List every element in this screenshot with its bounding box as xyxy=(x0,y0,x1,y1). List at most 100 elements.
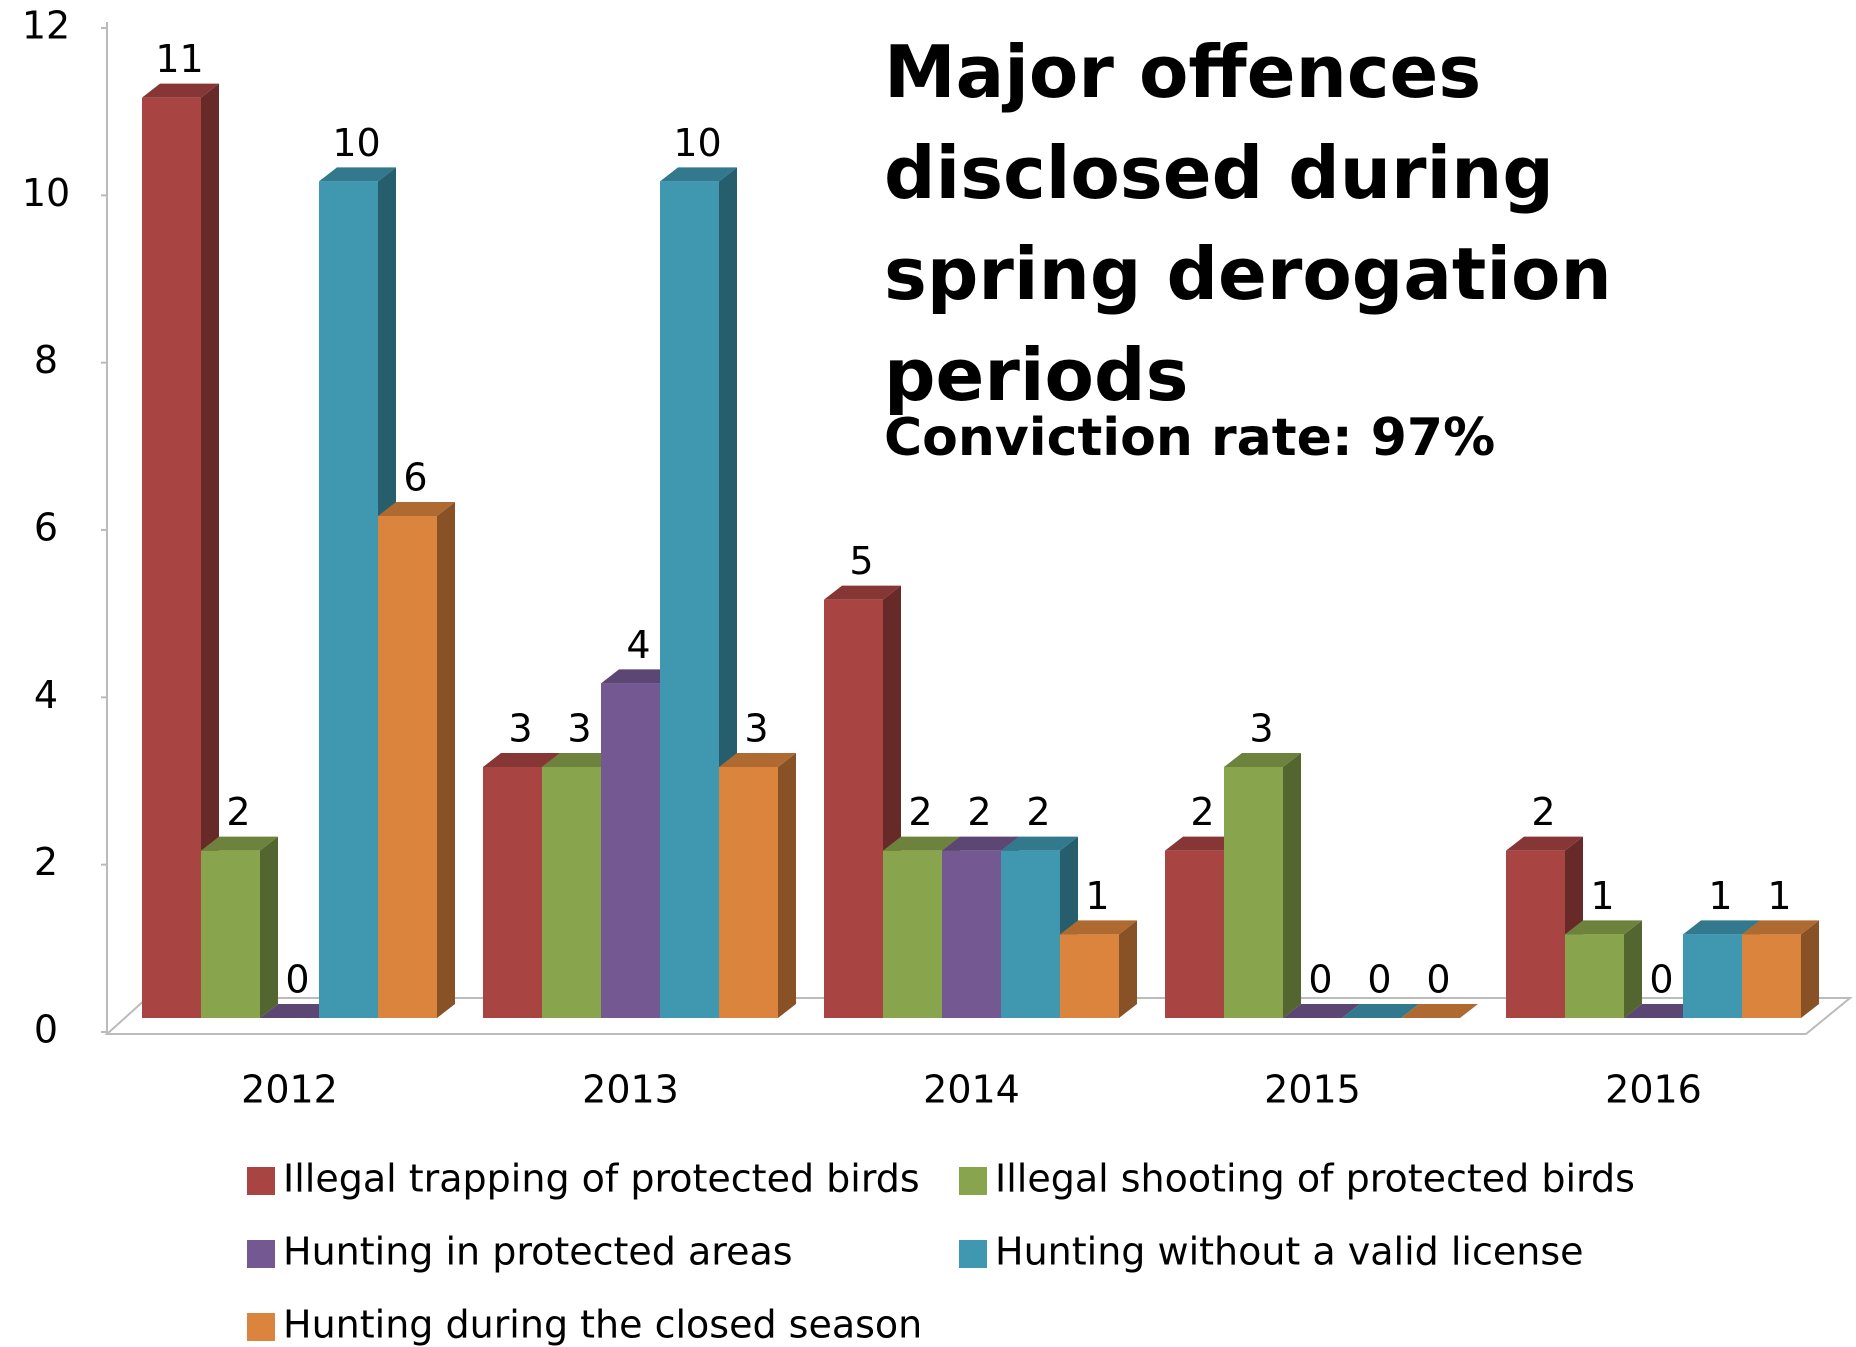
data-label: 3 xyxy=(508,707,532,751)
bar-side xyxy=(201,83,219,1018)
bar-top xyxy=(378,502,455,516)
bar-front xyxy=(1683,934,1742,1018)
x-tick-label: 2016 xyxy=(1605,1068,1702,1112)
bar-side xyxy=(260,836,278,1018)
data-label: 10 xyxy=(332,121,380,165)
bar-front xyxy=(883,850,942,1018)
bar xyxy=(378,502,455,1018)
bar-top xyxy=(824,585,901,600)
bar-side xyxy=(437,502,455,1018)
x-tick-label: 2013 xyxy=(582,1068,679,1112)
bar-front xyxy=(319,181,378,1019)
y-tick-label: 12 xyxy=(22,4,70,48)
floor xyxy=(104,997,1853,1035)
bar-front xyxy=(1224,767,1283,1018)
bar-side xyxy=(1801,920,1819,1018)
data-label: 2 xyxy=(967,790,991,834)
y-tick-label: 8 xyxy=(34,338,58,382)
bar xyxy=(1401,1004,1478,1018)
bar-top xyxy=(1342,1004,1419,1018)
bar xyxy=(1342,1004,1419,1018)
bar-top xyxy=(1506,836,1583,851)
data-label: 4 xyxy=(626,623,650,667)
bar-top xyxy=(201,836,278,851)
bar-top xyxy=(719,753,796,767)
bar xyxy=(201,836,278,1018)
x-tick-label: 2014 xyxy=(923,1068,1020,1112)
bar-top xyxy=(1683,920,1760,935)
legend-label: Hunting without a valid license xyxy=(995,1230,1584,1274)
bar-top xyxy=(1742,920,1819,935)
bar-front xyxy=(1001,850,1060,1018)
bar xyxy=(1624,1004,1701,1018)
chart-title: Major offences disclosed during spring d… xyxy=(884,30,1612,417)
data-label: 3 xyxy=(1249,707,1273,751)
bar-top xyxy=(1165,836,1242,851)
bar-top xyxy=(1401,1004,1478,1018)
bar-front xyxy=(660,181,719,1019)
bar xyxy=(1565,920,1642,1018)
bar-top xyxy=(660,167,737,182)
bar-top xyxy=(542,753,619,767)
data-label: 0 xyxy=(1649,958,1673,1002)
data-label: 2 xyxy=(1531,790,1555,834)
data-label: 5 xyxy=(849,539,873,583)
bar xyxy=(1283,1004,1360,1018)
y-tick-label: 6 xyxy=(34,506,58,550)
bar-top xyxy=(1624,1004,1701,1018)
y-tick-label: 2 xyxy=(34,840,58,884)
data-label: 3 xyxy=(744,707,768,751)
legend-swatch xyxy=(959,1240,987,1268)
data-label: 6 xyxy=(403,456,427,500)
bar xyxy=(1060,920,1137,1018)
bar-front xyxy=(142,97,201,1018)
bar-side xyxy=(1119,920,1137,1018)
bar-front xyxy=(1165,850,1224,1018)
bar-top xyxy=(601,669,678,684)
data-label: 2 xyxy=(1026,790,1050,834)
bar-top xyxy=(319,167,396,182)
legend-label: Illegal trapping of protected birds xyxy=(283,1157,920,1201)
bar-front xyxy=(378,516,437,1018)
bar xyxy=(142,83,219,1018)
legend-swatch xyxy=(247,1313,275,1341)
legend-label: Hunting in protected areas xyxy=(283,1230,793,1274)
bar-top xyxy=(942,836,1019,851)
data-label: 0 xyxy=(1426,958,1450,1002)
bar-front xyxy=(542,767,601,1018)
bar-front xyxy=(719,767,778,1018)
y-tick-label: 4 xyxy=(34,673,58,717)
bar-top xyxy=(1001,836,1078,851)
data-label: 0 xyxy=(1367,958,1391,1002)
data-label: 0 xyxy=(1308,958,1332,1002)
data-label: 2 xyxy=(226,790,250,834)
bar-top xyxy=(883,836,960,851)
data-label: 1 xyxy=(1708,874,1732,918)
bar-front xyxy=(483,767,542,1018)
bar xyxy=(1742,920,1819,1018)
data-label: 2 xyxy=(1190,790,1214,834)
data-label: 10 xyxy=(673,121,721,165)
bar-top xyxy=(1060,920,1137,935)
data-label: 3 xyxy=(567,707,591,751)
legend-label: Hunting during the closed season xyxy=(283,1303,922,1347)
bar-front xyxy=(1742,934,1801,1018)
data-label: 1 xyxy=(1590,874,1614,918)
annotation: Conviction rate: 97% xyxy=(884,408,1496,468)
bar-side xyxy=(778,753,796,1018)
legend-swatch xyxy=(247,1240,275,1268)
bar-front xyxy=(1565,934,1624,1018)
x-tick-label: 2012 xyxy=(241,1068,338,1112)
bar-top xyxy=(1565,920,1642,935)
bar-front xyxy=(1506,850,1565,1018)
bar-front xyxy=(201,850,260,1018)
bar-front xyxy=(942,850,1001,1018)
legend-swatch xyxy=(247,1167,275,1195)
bar-side xyxy=(1283,753,1301,1018)
bar xyxy=(260,1004,337,1018)
data-label: 2 xyxy=(908,790,932,834)
data-label: 1 xyxy=(1085,874,1109,918)
data-label: 1 xyxy=(1767,874,1791,918)
